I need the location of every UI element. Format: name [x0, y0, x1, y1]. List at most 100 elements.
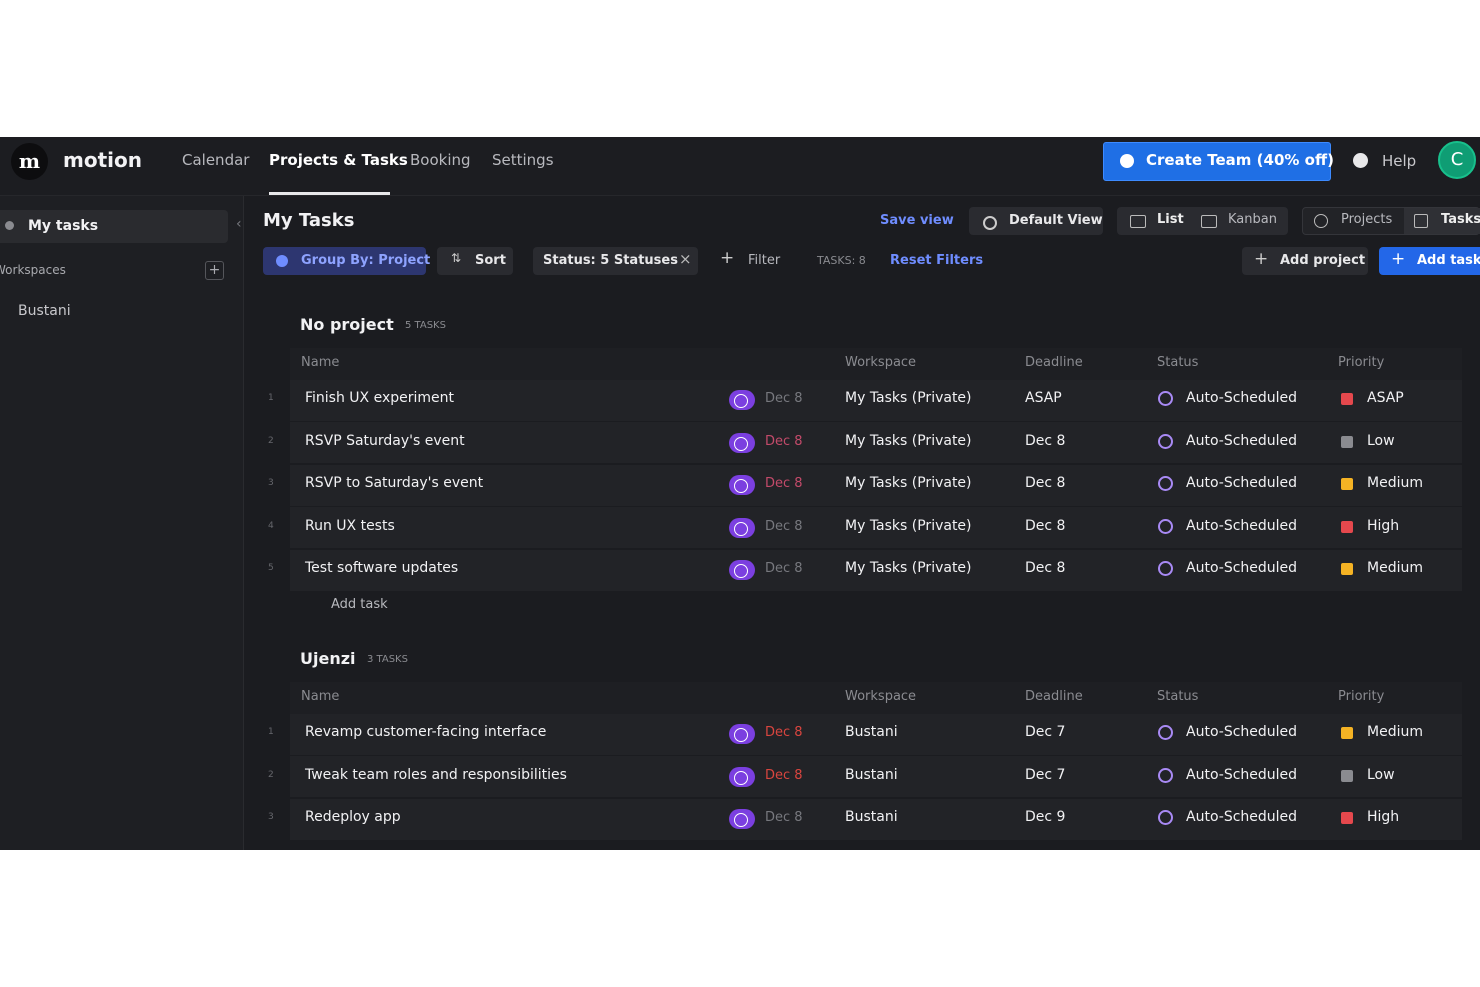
collapse-icon[interactable]: ‹	[236, 216, 242, 232]
scheduled-date: Dec 8	[765, 767, 803, 783]
deadline: Dec 9	[1025, 809, 1066, 825]
avatar[interactable]: C	[1438, 141, 1476, 179]
scheduled-date: Dec 8	[765, 725, 803, 740]
task-row[interactable]	[290, 798, 1462, 840]
reset-filters[interactable]: Reset Filters	[890, 253, 984, 268]
filter-icon: +	[720, 248, 735, 268]
add-workspace[interactable]: +	[205, 261, 224, 280]
row-index: 4	[268, 520, 274, 531]
workspace: My Tasks (Private)	[845, 432, 972, 449]
workspace: Bustani	[845, 809, 898, 825]
deadline: Dec 7	[1025, 724, 1066, 740]
task-name: Finish UX experiment	[305, 390, 455, 406]
row-index: 3	[268, 812, 274, 822]
create-team-button[interactable]	[1103, 142, 1331, 181]
sort[interactable]: Sort	[437, 247, 513, 275]
column-header: Status	[1157, 689, 1199, 704]
status-icon	[1158, 767, 1173, 783]
nav-item[interactable]: Calendar	[182, 151, 250, 169]
scheduled-date: Dec 8	[765, 433, 803, 449]
view-option[interactable]: List	[1157, 212, 1184, 227]
my-tasks-label: My tasks	[28, 218, 99, 234]
workspace: Bustani	[845, 724, 898, 740]
status: Auto-Scheduled	[1186, 724, 1298, 740]
logo: m	[11, 143, 48, 180]
priority-icon	[1341, 478, 1353, 490]
my-tasks-item[interactable]	[0, 210, 228, 243]
priority: Low	[1367, 432, 1395, 449]
priority: Medium	[1367, 475, 1423, 491]
task-row[interactable]	[290, 507, 1462, 548]
filter[interactable]: Filter	[748, 253, 781, 268]
task-name: Redeploy app	[305, 809, 401, 825]
scheduled-date: Dec 8	[765, 810, 803, 825]
column-header: Status	[1157, 355, 1199, 370]
priority-icon	[1341, 769, 1353, 782]
clear-status[interactable]: ×	[679, 250, 692, 268]
eye-icon	[983, 216, 997, 230]
task-name: Revamp customer-facing interface	[305, 724, 547, 740]
nav-item[interactable]: Projects & Tasks	[269, 151, 408, 169]
workspace: My Tasks (Private)	[845, 390, 972, 406]
kind-option[interactable]: Projects	[1341, 212, 1393, 227]
status-icon	[1158, 561, 1173, 576]
add-project[interactable]: Add project	[1242, 247, 1368, 275]
view-option[interactable]: Kanban	[1228, 212, 1277, 227]
workspaces-label: Workspaces	[0, 263, 66, 277]
task-row[interactable]	[290, 713, 1462, 755]
group-name: Ujenzi	[300, 649, 356, 668]
app: m motion Create Team (40% off) Help C My…	[0, 137, 1480, 850]
column-header-row	[290, 348, 1462, 380]
plus-icon: +	[1254, 249, 1269, 269]
column-header: Deadline	[1025, 689, 1083, 704]
row-index: 1	[268, 727, 274, 737]
group-count: 3 TASKS	[367, 654, 408, 665]
nav-item[interactable]: Settings	[492, 151, 554, 169]
priority: Medium	[1367, 560, 1423, 576]
nav-item[interactable]: Booking	[410, 151, 471, 169]
task-row[interactable]	[290, 422, 1462, 463]
column-header: Workspace	[845, 689, 917, 704]
priority-icon	[1341, 812, 1353, 824]
status: Auto-Scheduled	[1186, 432, 1298, 449]
kind-icon	[1414, 214, 1428, 228]
kind-option[interactable]: Tasks	[1441, 212, 1480, 227]
save-view[interactable]: Save view	[880, 213, 954, 228]
priority-icon	[1341, 727, 1353, 739]
status-filter[interactable]: Status: 5 Statuses	[533, 247, 698, 275]
priority-icon	[1341, 435, 1353, 448]
schedule-knob	[734, 770, 748, 785]
workspace: My Tasks (Private)	[845, 560, 972, 576]
help-link[interactable]: Help	[1382, 152, 1417, 170]
priority-icon	[1341, 520, 1353, 533]
task-row[interactable]	[290, 549, 1462, 591]
column-header: Priority	[1338, 689, 1385, 704]
add-task-row[interactable]: Add task	[331, 596, 388, 612]
task-name: Run UX tests	[305, 517, 395, 534]
page-title: My Tasks	[263, 210, 355, 231]
task-row[interactable]	[290, 379, 1462, 421]
workspace-item[interactable]: Bustani	[18, 303, 71, 319]
brand: motion	[63, 148, 142, 172]
priority: Medium	[1367, 724, 1423, 740]
task-name: RSVP to Saturday's event	[305, 475, 484, 491]
scheduled-date: Dec 8	[765, 561, 803, 576]
column-header: Name	[301, 355, 340, 370]
deadline: Dec 8	[1025, 475, 1066, 491]
task-row[interactable]	[290, 756, 1462, 797]
task-row[interactable]	[290, 464, 1462, 506]
help-icon	[1353, 153, 1368, 168]
column-header: Deadline	[1025, 355, 1083, 370]
row-index: 2	[268, 769, 274, 780]
add-task-button[interactable]: Add task	[1379, 247, 1480, 275]
priority: ASAP	[1367, 390, 1404, 406]
column-header-row	[290, 682, 1462, 714]
group-by[interactable]: Group By: Project	[263, 247, 430, 275]
group-name: No project	[300, 315, 394, 334]
schedule-knob	[734, 564, 748, 578]
scheduled-date: Dec 8	[765, 518, 803, 534]
schedule-knob	[734, 436, 748, 451]
status: Auto-Scheduled	[1186, 517, 1298, 534]
kind-icon	[1314, 214, 1328, 228]
